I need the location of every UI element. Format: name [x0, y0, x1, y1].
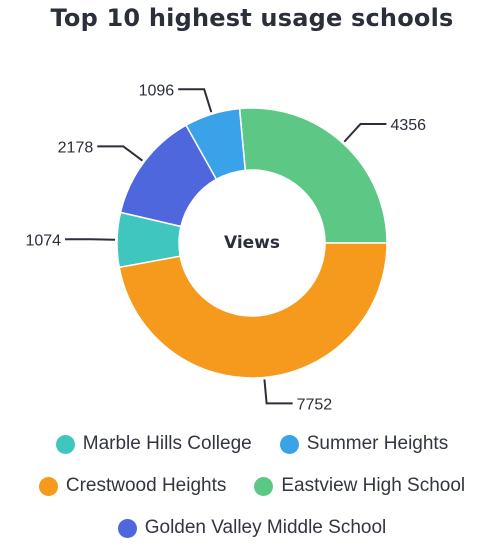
value-label-golden-valley-middle-school: 2178 [58, 139, 94, 156]
legend-label: Marble Hills College [82, 433, 252, 454]
leader-line-marble-hills-college [65, 238, 116, 241]
center-label: Views [224, 233, 280, 253]
leader-line-golden-valley-middle-school [97, 145, 144, 162]
leader-line-crestwood-heights [263, 379, 293, 405]
value-label-summer-heights: 1096 [139, 82, 175, 99]
leader-line-summer-heights [178, 88, 213, 113]
legend-row: Crestwood Heights Eastview High School [0, 475, 504, 497]
legend-item-golden-valley-middle-school[interactable]: Golden Valley Middle School [117, 517, 387, 539]
legend-label: Eastview High School [281, 475, 466, 496]
slice-crestwood-heights[interactable] [118, 242, 388, 379]
legend-swatch [55, 434, 75, 454]
legend-label: Summer Heights [306, 433, 449, 454]
value-label-crestwood-heights: 7752 [297, 396, 333, 413]
legend-item-crestwood-heights[interactable]: Crestwood Heights [38, 475, 227, 497]
legend-swatch [38, 476, 58, 496]
legend-label: Golden Valley Middle School [144, 517, 387, 538]
leader-line-eastview-high-school [343, 123, 387, 143]
legend-item-marble-hills-college[interactable]: Marble Hills College [55, 433, 252, 455]
legend-item-eastview-high-school[interactable]: Eastview High School [254, 475, 465, 497]
value-label-eastview-high-school: 4356 [390, 117, 426, 134]
donut-chart: 4356 1096 2178 1074 7752 Views [25, 82, 426, 413]
legend-swatch [254, 476, 274, 496]
legend-item-summer-heights[interactable]: Summer Heights [279, 433, 449, 455]
slice-eastview-high-school[interactable] [238, 107, 388, 244]
chart-title: Top 10 highest usage schools [50, 4, 454, 32]
legend-swatch [117, 518, 137, 538]
legend-row: Marble Hills College Summer Heights [0, 433, 504, 455]
legend-row: Golden Valley Middle School [0, 517, 504, 539]
value-label-marble-hills-college: 1074 [25, 232, 61, 249]
legend-swatch [279, 434, 299, 454]
legend-label: Crestwood Heights [65, 475, 227, 496]
